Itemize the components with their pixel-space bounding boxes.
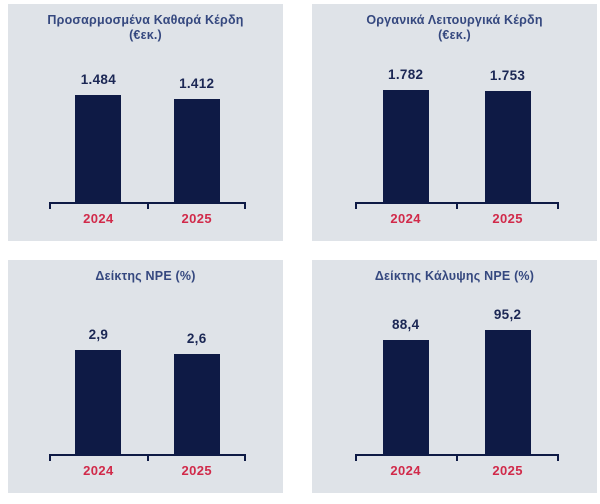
chart-title-text: Προσαρμοσμένα Καθαρά Κέρδη xyxy=(47,13,244,27)
x-label-2025: 2025 xyxy=(492,463,523,478)
x-axis-labels: 2024 2025 xyxy=(49,211,246,226)
bar-2025 xyxy=(484,330,531,454)
bar-group-2024: 1.484 xyxy=(75,72,122,202)
x-label-2024: 2024 xyxy=(390,211,421,226)
chart-title-unit: (€εκ.) xyxy=(438,28,471,42)
chart-panel-adjusted-net-profit: Προσαρμοσμένα Καθαρά Κέρδη (€εκ.) 1.484 … xyxy=(8,4,283,241)
bar-value-label: 1.782 xyxy=(388,67,424,82)
x-label-2025: 2025 xyxy=(181,463,212,478)
bar-group-2025: 2,6 xyxy=(173,331,220,454)
bar-value-label: 2,6 xyxy=(186,331,207,346)
x-axis-labels: 2024 2025 xyxy=(49,463,246,478)
axis-tick xyxy=(354,203,357,209)
chart-title: Δείκτης Κάλυψης NPE (%) xyxy=(318,269,591,284)
bar-2025 xyxy=(173,354,220,454)
axis-tick xyxy=(556,455,559,461)
bars-row: 2,9 2,6 xyxy=(49,327,246,454)
x-axis xyxy=(49,453,246,461)
bar-2024 xyxy=(382,340,429,454)
x-label-2024: 2024 xyxy=(83,463,114,478)
chart-title: Προσαρμοσμένα Καθαρά Κέρδη (€εκ.) xyxy=(14,13,277,43)
bar-value-label: 1.753 xyxy=(489,68,526,83)
axis-tick xyxy=(243,203,246,209)
bar-2025 xyxy=(173,99,220,202)
x-axis xyxy=(354,201,559,209)
plot-area: 1.484 1.412 2024 2025 xyxy=(8,4,283,241)
chart-title-text: Δείκτης Κάλυψης NPE (%) xyxy=(374,269,535,283)
axis-tick xyxy=(146,203,149,209)
bar-group-2025: 95,2 xyxy=(484,307,531,454)
chart-panel-organic-operating-profit: Οργανικά Λειτουργικά Κέρδη (€εκ.) 1.782 … xyxy=(312,4,597,241)
plot-area: 1.782 1.753 2024 2025 xyxy=(312,4,597,241)
axis-tick xyxy=(455,203,458,209)
x-axis-labels: 2024 2025 xyxy=(355,463,559,478)
bar-2024 xyxy=(75,350,122,454)
plot-area: 2,9 2,6 2024 2025 xyxy=(8,260,283,493)
chart-panel-npe-ratio: Δείκτης NPE (%) 2,9 2,6 2024 xyxy=(8,260,283,493)
x-label-2024: 2024 xyxy=(390,463,421,478)
bar-group-2024: 88,4 xyxy=(382,317,429,454)
chart-title-text: Οργανικά Λειτουργικά Κέρδη xyxy=(366,13,543,27)
axis-tick xyxy=(556,203,559,209)
bar-group-2025: 1.753 xyxy=(484,68,531,202)
axis-tick xyxy=(146,455,149,461)
chart-title: Οργανικά Λειτουργικά Κέρδη (€εκ.) xyxy=(318,13,591,43)
bars-row: 1.484 1.412 xyxy=(49,72,246,202)
x-axis-labels: 2024 2025 xyxy=(355,211,559,226)
axis-tick xyxy=(455,455,458,461)
plot-area: 88,4 95,2 2024 2025 xyxy=(312,260,597,493)
bar-value-label: 1.484 xyxy=(80,72,117,87)
bar-2024 xyxy=(75,95,122,202)
bar-value-label: 88,4 xyxy=(391,317,420,332)
chart-panel-npe-coverage-ratio: Δείκτης Κάλυψης NPE (%) 88,4 95,2 2 xyxy=(312,260,597,493)
x-axis xyxy=(49,201,246,209)
bar-value-label: 2,9 xyxy=(88,327,109,342)
x-label-2024: 2024 xyxy=(83,211,114,226)
bar-2025 xyxy=(484,91,531,202)
x-label-2025: 2025 xyxy=(492,211,523,226)
bars-row: 88,4 95,2 xyxy=(355,307,559,454)
bar-group-2024: 2,9 xyxy=(75,327,122,454)
x-label-2025: 2025 xyxy=(181,211,212,226)
chart-title-unit: (€εκ.) xyxy=(129,28,162,42)
chart-title-text: Δείκτης NPE (%) xyxy=(95,269,196,283)
bar-value-label: 95,2 xyxy=(493,307,522,322)
bar-group-2024: 1.782 xyxy=(382,67,429,202)
x-axis xyxy=(354,453,559,461)
axis-tick xyxy=(49,203,52,209)
chart-title: Δείκτης NPE (%) xyxy=(14,269,277,284)
axis-tick xyxy=(49,455,52,461)
bar-group-2025: 1.412 xyxy=(173,76,220,202)
bar-value-label: 1.412 xyxy=(179,76,215,91)
bar-2024 xyxy=(382,90,429,202)
axis-tick xyxy=(243,455,246,461)
bars-row: 1.782 1.753 xyxy=(355,67,559,202)
axis-tick xyxy=(354,455,357,461)
